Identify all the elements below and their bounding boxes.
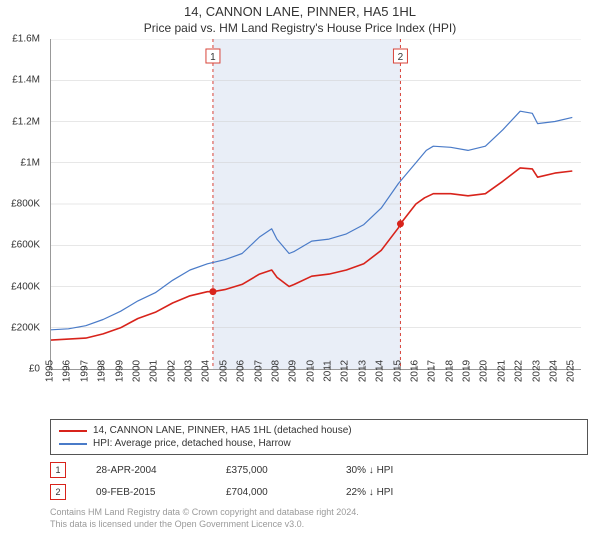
transaction-badge: 1 bbox=[50, 462, 66, 478]
y-tick-label: £1M bbox=[21, 157, 40, 168]
transaction-price: £375,000 bbox=[226, 465, 316, 476]
transaction-badge: 2 bbox=[50, 484, 66, 500]
footer-line: Contains HM Land Registry data © Crown c… bbox=[50, 507, 588, 519]
transaction-hpi-delta: 22% ↓ HPI bbox=[346, 487, 393, 498]
x-tick-label: 2018 bbox=[444, 360, 455, 382]
x-tick-label: 2004 bbox=[201, 360, 212, 382]
x-tick-label: 2022 bbox=[514, 360, 525, 382]
x-tick-label: 1995 bbox=[45, 360, 56, 382]
x-tick-label: 2005 bbox=[218, 360, 229, 382]
x-tick-label: 2023 bbox=[531, 360, 542, 382]
x-axis: 1995199619971998199920002001200220032004… bbox=[50, 369, 580, 415]
x-tick-label: 2024 bbox=[548, 360, 559, 382]
y-tick-label: £600K bbox=[11, 240, 40, 251]
legend-label: HPI: Average price, detached house, Harr… bbox=[93, 438, 291, 449]
x-tick-label: 1999 bbox=[114, 360, 125, 382]
chart-subtitle: Price paid vs. HM Land Registry's House … bbox=[0, 21, 600, 35]
y-tick-label: £1.6M bbox=[12, 34, 40, 45]
footer-line: This data is licensed under the Open Gov… bbox=[50, 519, 588, 531]
x-tick-label: 1996 bbox=[62, 360, 73, 382]
footer: Contains HM Land Registry data © Crown c… bbox=[50, 507, 588, 530]
x-tick-label: 2014 bbox=[375, 360, 386, 382]
x-tick-label: 2009 bbox=[288, 360, 299, 382]
chart-title: 14, CANNON LANE, PINNER, HA5 1HL bbox=[0, 4, 600, 19]
x-tick-label: 2015 bbox=[392, 360, 403, 382]
x-tick-label: 2007 bbox=[253, 360, 264, 382]
y-axis: £0£200K£400K£600K£800K£1M£1.2M£1.4M£1.6M bbox=[0, 39, 46, 369]
y-tick-label: £1.2M bbox=[12, 116, 40, 127]
x-tick-label: 2016 bbox=[409, 360, 420, 382]
x-tick-label: 1998 bbox=[97, 360, 108, 382]
y-tick-label: £400K bbox=[11, 281, 40, 292]
transaction-row: 2 09-FEB-2015 £704,000 22% ↓ HPI bbox=[50, 481, 588, 503]
x-tick-label: 1997 bbox=[79, 360, 90, 382]
x-tick-label: 2006 bbox=[236, 360, 247, 382]
transaction-date: 09-FEB-2015 bbox=[96, 487, 196, 498]
legend-item: 14, CANNON LANE, PINNER, HA5 1HL (detach… bbox=[59, 424, 579, 437]
x-tick-label: 2012 bbox=[340, 360, 351, 382]
y-tick-label: £800K bbox=[11, 199, 40, 210]
transaction-date: 28-APR-2004 bbox=[96, 465, 196, 476]
x-tick-label: 2010 bbox=[305, 360, 316, 382]
transactions-table: 1 28-APR-2004 £375,000 30% ↓ HPI 2 09-FEB-201… bbox=[50, 459, 588, 503]
svg-text:1: 1 bbox=[210, 52, 216, 63]
svg-text:2: 2 bbox=[398, 52, 404, 63]
x-tick-label: 2019 bbox=[462, 360, 473, 382]
transaction-price: £704,000 bbox=[226, 487, 316, 498]
plot-area: 12 bbox=[50, 39, 581, 370]
x-tick-label: 2011 bbox=[323, 360, 334, 382]
legend: 14, CANNON LANE, PINNER, HA5 1HL (detach… bbox=[50, 419, 588, 455]
x-tick-label: 2013 bbox=[357, 360, 368, 382]
y-tick-label: £1.4M bbox=[12, 75, 40, 86]
y-tick-label: £200K bbox=[11, 322, 40, 333]
x-tick-label: 2003 bbox=[184, 360, 195, 382]
x-tick-label: 2025 bbox=[566, 360, 577, 382]
x-tick-label: 2002 bbox=[166, 360, 177, 382]
legend-item: HPI: Average price, detached house, Harr… bbox=[59, 437, 579, 450]
x-tick-label: 2017 bbox=[427, 360, 438, 382]
x-tick-label: 2008 bbox=[270, 360, 281, 382]
x-tick-label: 2000 bbox=[131, 360, 142, 382]
legend-label: 14, CANNON LANE, PINNER, HA5 1HL (detach… bbox=[93, 425, 352, 436]
legend-swatch bbox=[59, 430, 87, 432]
y-tick-label: £0 bbox=[29, 364, 40, 375]
x-tick-label: 2020 bbox=[479, 360, 490, 382]
transaction-row: 1 28-APR-2004 £375,000 30% ↓ HPI bbox=[50, 459, 588, 481]
legend-swatch bbox=[59, 443, 87, 445]
chart-area: £0£200K£400K£600K£800K£1M£1.2M£1.4M£1.6M… bbox=[0, 39, 600, 419]
transaction-hpi-delta: 30% ↓ HPI bbox=[346, 465, 393, 476]
x-tick-label: 2021 bbox=[496, 360, 507, 382]
x-tick-label: 2001 bbox=[149, 360, 160, 382]
